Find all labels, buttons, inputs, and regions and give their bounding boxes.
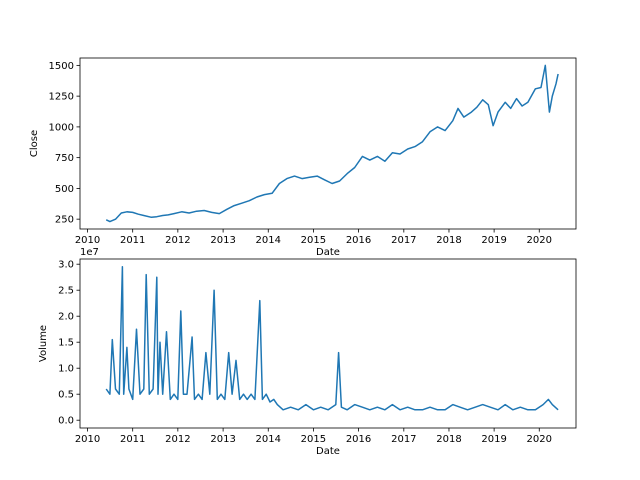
volume-x-tick-label: 2015: [301, 434, 326, 445]
volume-y-tick-label: 1.0: [58, 364, 74, 375]
close-x-tick-label: 2016: [346, 235, 371, 246]
close-x-tick-label: 2020: [527, 235, 552, 246]
volume-x-tick-label: 2010: [75, 434, 100, 445]
volume-y-tick-label: 0.5: [58, 390, 74, 401]
volume-x-axis-label: Date: [316, 446, 340, 457]
close-x-tick-label: 2012: [165, 235, 190, 246]
close-y-axis-label: Close: [29, 130, 40, 157]
volume-x-tick-label: 2012: [165, 434, 190, 445]
volume-x-tick-label: 2020: [527, 434, 552, 445]
volume-y-tick-label: 0.0: [58, 416, 74, 427]
close-y-tick-label: 750: [55, 153, 74, 164]
volume-y-tick-label: 1.5: [58, 338, 74, 349]
volume-y-tick-label: 2.0: [58, 312, 74, 323]
volume-x-tick-label: 2016: [346, 434, 371, 445]
close-y-tick-label: 500: [55, 184, 74, 195]
volume-y-axis-label: Volume: [38, 325, 49, 362]
volume-x-tick-label: 2017: [391, 434, 416, 445]
volume-axes-frame: [79, 258, 577, 429]
volume-x-tick-label: 2011: [120, 434, 145, 445]
volume-y-tick-label: 3.0: [58, 260, 74, 271]
close-series-line: [105, 64, 559, 223]
close-axes-frame: [79, 57, 577, 230]
close-x-tick-label: 2019: [481, 235, 506, 246]
volume-chart: 2010 2011 2012 2013 2014 2015 2016 2017 2018 2019…: [38, 247, 577, 457]
close-x-tick-label: 2010: [75, 235, 100, 246]
close-y-tick-label: 1500: [49, 61, 74, 72]
close-x-tick-label: 2017: [391, 235, 416, 246]
close-x-tick-label: 2014: [256, 235, 281, 246]
close-y-tick-label: 1000: [49, 122, 74, 133]
volume-x-tick-label: 2018: [436, 434, 461, 445]
volume-x-tick-label: 2014: [256, 434, 281, 445]
volume-series-line: [105, 266, 559, 411]
close-x-tick-label: 2015: [301, 235, 326, 246]
close-price-chart: 2010 2011 2012 2013 2014 2015 2016 2017 2018 2019…: [29, 57, 577, 258]
volume-offset-label: 1e7: [80, 247, 99, 258]
close-x-tick-label: 2013: [210, 235, 235, 246]
close-x-tick-label: 2011: [120, 235, 145, 246]
volume-x-tick-label: 2013: [210, 434, 235, 445]
close-y-tick-label: 250: [55, 215, 74, 226]
close-x-axis-label: Date: [316, 247, 340, 258]
close-x-tick-label: 2018: [436, 235, 461, 246]
volume-x-tick-label: 2019: [481, 434, 506, 445]
close-y-tick-label: 1250: [49, 92, 74, 103]
volume-y-tick-label: 2.5: [58, 286, 74, 297]
